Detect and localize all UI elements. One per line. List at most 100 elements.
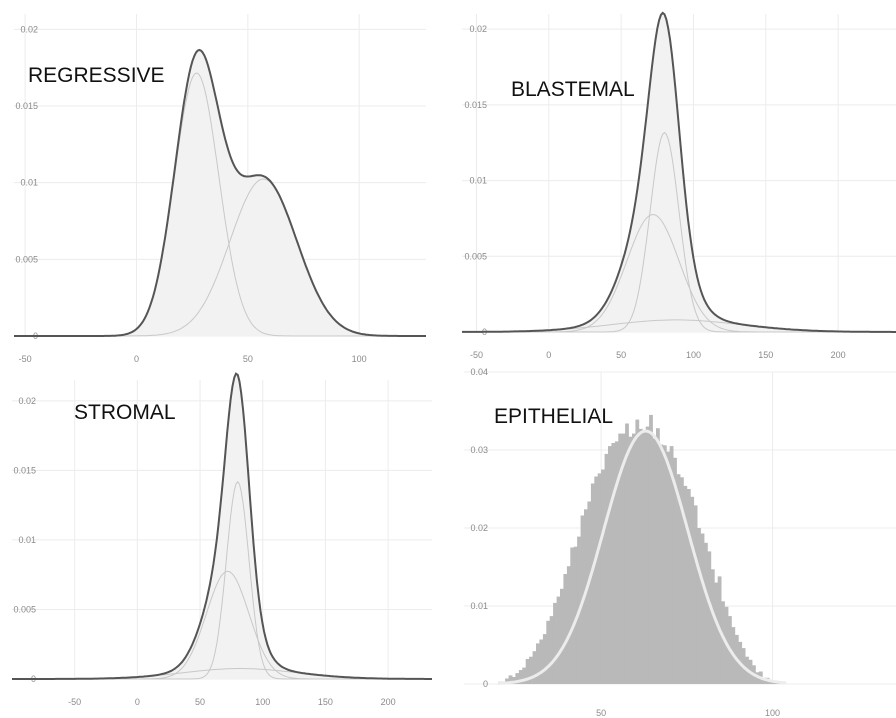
y-tick-label: 0.005 <box>15 254 38 264</box>
histogram-bar <box>573 546 578 684</box>
histogram-bar <box>587 501 592 684</box>
histogram-bar <box>604 453 609 684</box>
histogram-bar <box>608 446 612 684</box>
histogram-bar <box>690 496 695 684</box>
x-tick-label: 100 <box>255 697 270 707</box>
histogram-bar <box>635 419 640 684</box>
panel-stromal: -50 0 50 100 150 20000.0050.010.0150.02STROMA… <box>12 372 432 707</box>
histogram-bar <box>638 428 643 684</box>
histogram-bar <box>652 438 657 684</box>
histogram-bar <box>529 656 533 684</box>
mixture-curve <box>12 372 432 680</box>
histogram-bar <box>666 451 671 684</box>
histogram-bar <box>594 476 599 684</box>
histogram-bar <box>659 444 664 684</box>
y-tick-label: 0.02 <box>18 396 36 406</box>
histogram-bar <box>642 430 647 684</box>
density-curve <box>498 429 787 685</box>
histogram-bar <box>645 426 650 684</box>
histogram-bar <box>525 659 530 684</box>
histogram-bar <box>563 574 568 684</box>
histogram-bar <box>669 446 674 684</box>
y-tick-label: 0.015 <box>15 101 38 111</box>
x-tick-label: -50 <box>470 350 483 360</box>
x-tick-label: 0 <box>546 350 551 360</box>
histogram-bar <box>649 414 653 684</box>
histogram-bar <box>680 477 684 684</box>
x-tick-label: 100 <box>352 354 367 364</box>
panel-title: REGRESSIVE <box>28 64 165 87</box>
histogram-bar <box>700 533 705 684</box>
histogram-bar <box>556 596 561 684</box>
y-tick-label: 0.005 <box>464 251 487 261</box>
x-tick-label: 50 <box>616 350 626 360</box>
histogram-bar <box>560 588 564 684</box>
histogram-bar <box>662 445 667 684</box>
panel-title: BLASTEMAL <box>511 78 635 101</box>
x-tick-label: 100 <box>765 708 780 718</box>
x-tick-label: 50 <box>596 708 606 718</box>
histogram-bar <box>714 582 719 684</box>
histogram-bar <box>536 643 540 684</box>
x-tick-label: -50 <box>68 697 81 707</box>
histogram-bar <box>553 602 557 684</box>
histogram-bar <box>683 485 688 684</box>
mixture-curve <box>462 11 896 333</box>
histogram-bar <box>676 474 681 684</box>
x-tick-label: 200 <box>831 350 846 360</box>
x-tick-label: 150 <box>318 697 333 707</box>
x-tick-label: 150 <box>758 350 773 360</box>
histogram-bar <box>614 441 619 684</box>
histogram-bar <box>570 547 575 684</box>
panel-epithelial: 50 100 0 0.01 0.02 0.03 0.04 EPITHELIAL <box>464 367 896 718</box>
histogram-bar <box>618 433 623 684</box>
y-tick-label: 0.005 <box>13 604 36 614</box>
histogram-bar <box>621 433 626 684</box>
x-tick-label: 100 <box>686 350 701 360</box>
histogram-bar <box>625 423 629 684</box>
histogram-bar <box>542 634 547 684</box>
y-tick-label: 0.01 <box>18 535 36 545</box>
x-tick-label: 200 <box>381 697 396 707</box>
x-tick-label: 0 <box>135 697 140 707</box>
histogram-bar <box>584 509 588 684</box>
histogram-bar <box>673 457 677 684</box>
histogram-bar <box>707 551 712 684</box>
histogram-bar <box>611 443 616 684</box>
histogram-bar <box>686 489 691 684</box>
y-tick-label: 0.01 <box>20 178 38 188</box>
histogram-bar <box>539 639 544 684</box>
y-tick-label: 0.02 <box>20 24 38 34</box>
y-tick-label: 0.04 <box>470 367 488 377</box>
mixture-area <box>462 12 896 333</box>
x-tick-label: 50 <box>243 354 253 364</box>
panel-title: STROMAL <box>74 401 176 424</box>
histogram-bar <box>590 483 595 684</box>
y-tick-label: 0.015 <box>464 100 487 110</box>
y-tick-label: 0.01 <box>469 176 487 186</box>
histogram-bar <box>508 675 513 684</box>
histogram-bar <box>549 616 554 684</box>
histogram-bar <box>566 566 571 684</box>
histogram-bar <box>546 620 551 684</box>
x-tick-label: 0 <box>134 354 139 364</box>
panel-title: EPITHELIAL <box>494 405 613 428</box>
x-tick-label: 50 <box>195 697 205 707</box>
histogram-bar <box>515 673 520 684</box>
histogram-bar <box>704 542 708 684</box>
panel-blastemal: -50 0 50 100 150 20000.0050.010.0150.02BLASTE… <box>462 11 896 360</box>
y-tick-label: 0 <box>483 679 488 689</box>
mixture-curve <box>14 48 426 337</box>
histogram-bar <box>769 680 773 684</box>
histogram-bar <box>693 505 698 684</box>
mixture-area <box>14 50 426 336</box>
histogram-bar <box>710 569 715 684</box>
histogram-bar <box>512 677 516 684</box>
y-tick-label: 0.015 <box>13 465 36 475</box>
histogram-bar <box>532 651 537 684</box>
y-tick-label: 0.01 <box>470 601 488 611</box>
histogram-bar <box>762 677 767 684</box>
histogram-bar <box>505 678 509 684</box>
